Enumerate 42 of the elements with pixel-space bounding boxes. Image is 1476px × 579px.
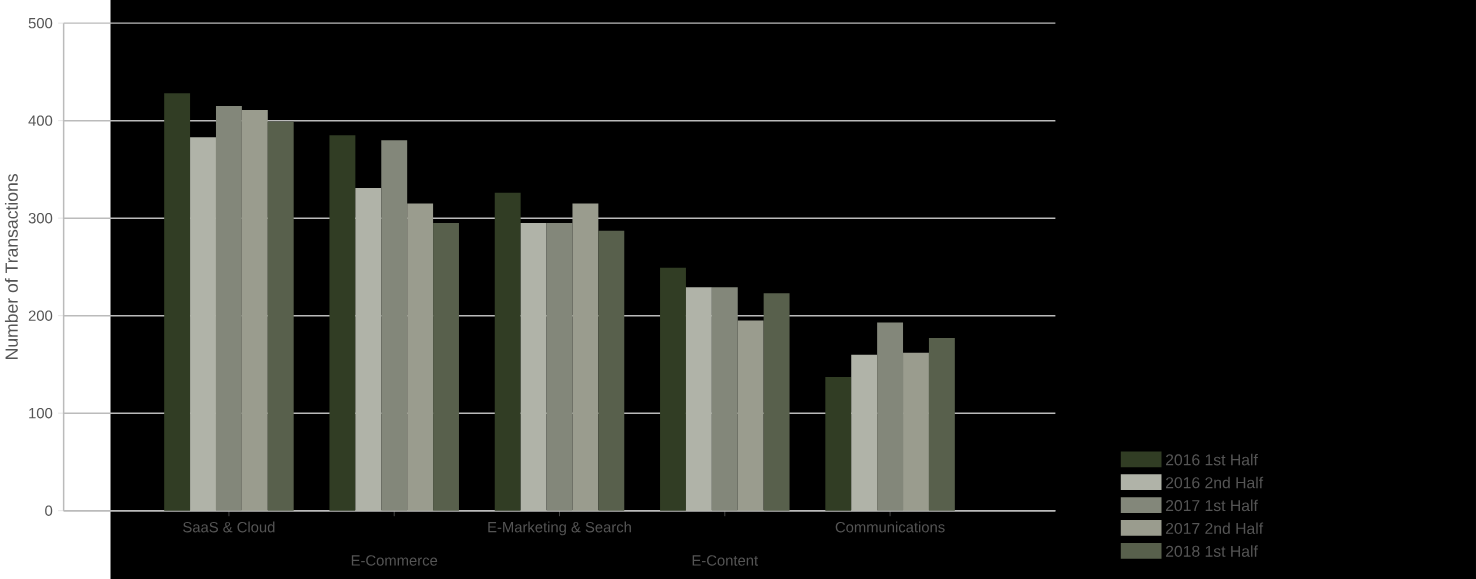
x-tick-label: SaaS & Cloud [183, 521, 275, 533]
y-tick-label: 400 [28, 115, 53, 126]
bar [877, 322, 904, 511]
bar [851, 354, 878, 511]
bar [660, 267, 686, 511]
legend-label: 2016 1st Half [1165, 453, 1258, 466]
x-tick-label: Communications [835, 521, 945, 533]
legend-label: 2018 1st Half [1165, 545, 1258, 557]
bar [685, 287, 712, 511]
bar [928, 338, 955, 511]
x-tick-label: E-Marketing & Search [488, 521, 631, 536]
bar [355, 187, 382, 511]
bar [903, 352, 929, 511]
bar [190, 137, 216, 511]
y-tick-label: 200 [28, 310, 53, 321]
y-tick-label: 300 [28, 212, 53, 224]
y-tick-label: 100 [29, 407, 53, 419]
bar [164, 93, 191, 511]
bar [267, 121, 294, 511]
bar [737, 320, 764, 511]
bar [825, 377, 852, 511]
y-tick-label: 500 [28, 17, 53, 29]
legend-label: 2016 2nd Half [1165, 476, 1264, 489]
y-tick-label: 0 [45, 505, 53, 516]
bar [329, 135, 356, 511]
bar [433, 222, 459, 511]
bar [598, 230, 625, 511]
bar [494, 192, 521, 511]
bar [381, 140, 408, 511]
x-tick-label: E-Commerce [351, 555, 438, 566]
y-axis-title: Number of Transactions [4, 174, 18, 359]
bar [546, 222, 573, 511]
bar [572, 203, 599, 511]
bar [215, 105, 242, 511]
legend-label: 2017 2nd Half [1165, 522, 1264, 534]
legend-label: 2017 1st Half [1165, 499, 1258, 512]
bar [407, 203, 434, 511]
bar [711, 287, 738, 511]
bar [241, 109, 268, 511]
bar [763, 293, 790, 511]
bar [520, 222, 547, 511]
x-tick-label: E-Content [692, 555, 758, 566]
